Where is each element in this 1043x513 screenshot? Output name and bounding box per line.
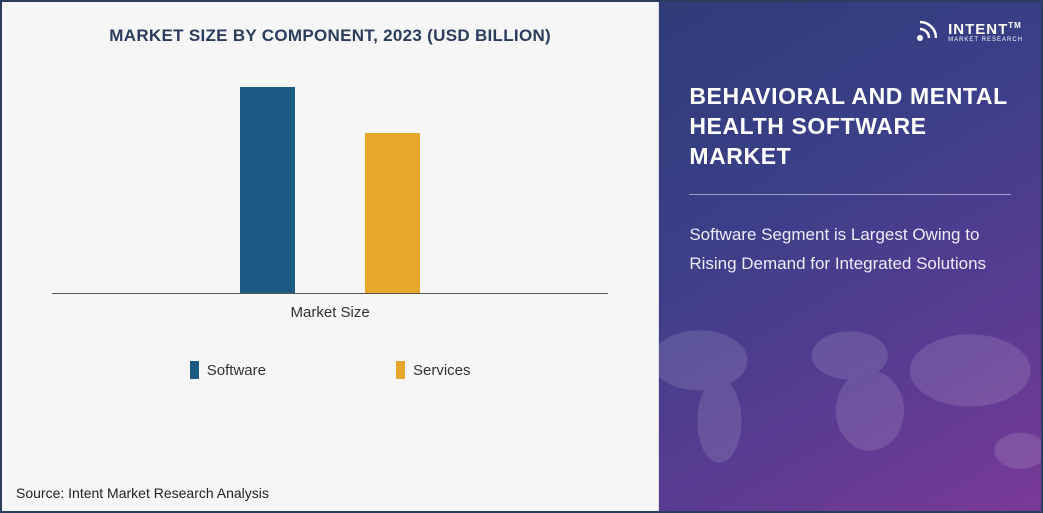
brand-logo: INTENTTM MARKET RESEARCH	[914, 16, 1023, 49]
infographic-frame: MARKET SIZE BY COMPONENT, 2023 (USD BILL…	[0, 0, 1043, 513]
legend-label-software: Software	[207, 362, 266, 379]
source-text: Source: Intent Market Research Analysis	[16, 485, 269, 501]
legend-item-software: Software	[190, 361, 266, 379]
chart-x-label: Market Size	[52, 294, 608, 321]
chart-panel: MARKET SIZE BY COMPONENT, 2023 (USD BILL…	[2, 2, 659, 511]
brand-tagline: MARKET RESEARCH	[948, 37, 1023, 43]
legend-swatch-software	[190, 361, 199, 379]
wifi-icon	[914, 16, 942, 49]
summary-subtitle: Software Segment is Largest Owing to Ris…	[689, 195, 1011, 279]
chart-area: Market Size Software Services	[2, 54, 658, 511]
bar-software	[240, 87, 295, 293]
legend-item-services: Services	[396, 361, 471, 379]
summary-panel: INTENTTM MARKET RESEARCH BEHAVIORAL AND …	[659, 2, 1041, 511]
chart-plot	[52, 64, 608, 294]
brand-name: INTENTTM MARKET RESEARCH	[948, 22, 1023, 43]
chart-bars	[52, 64, 608, 293]
legend-swatch-services	[396, 361, 405, 379]
chart-title: MARKET SIZE BY COMPONENT, 2023 (USD BILL…	[2, 2, 658, 54]
legend-label-services: Services	[413, 362, 471, 379]
chart-legend: Software Services	[52, 321, 608, 379]
bar-services	[365, 133, 420, 293]
summary-title: BEHAVIORAL AND MENTAL HEALTH SOFTWARE MA…	[689, 82, 1011, 195]
world-map-decoration	[659, 301, 1041, 511]
